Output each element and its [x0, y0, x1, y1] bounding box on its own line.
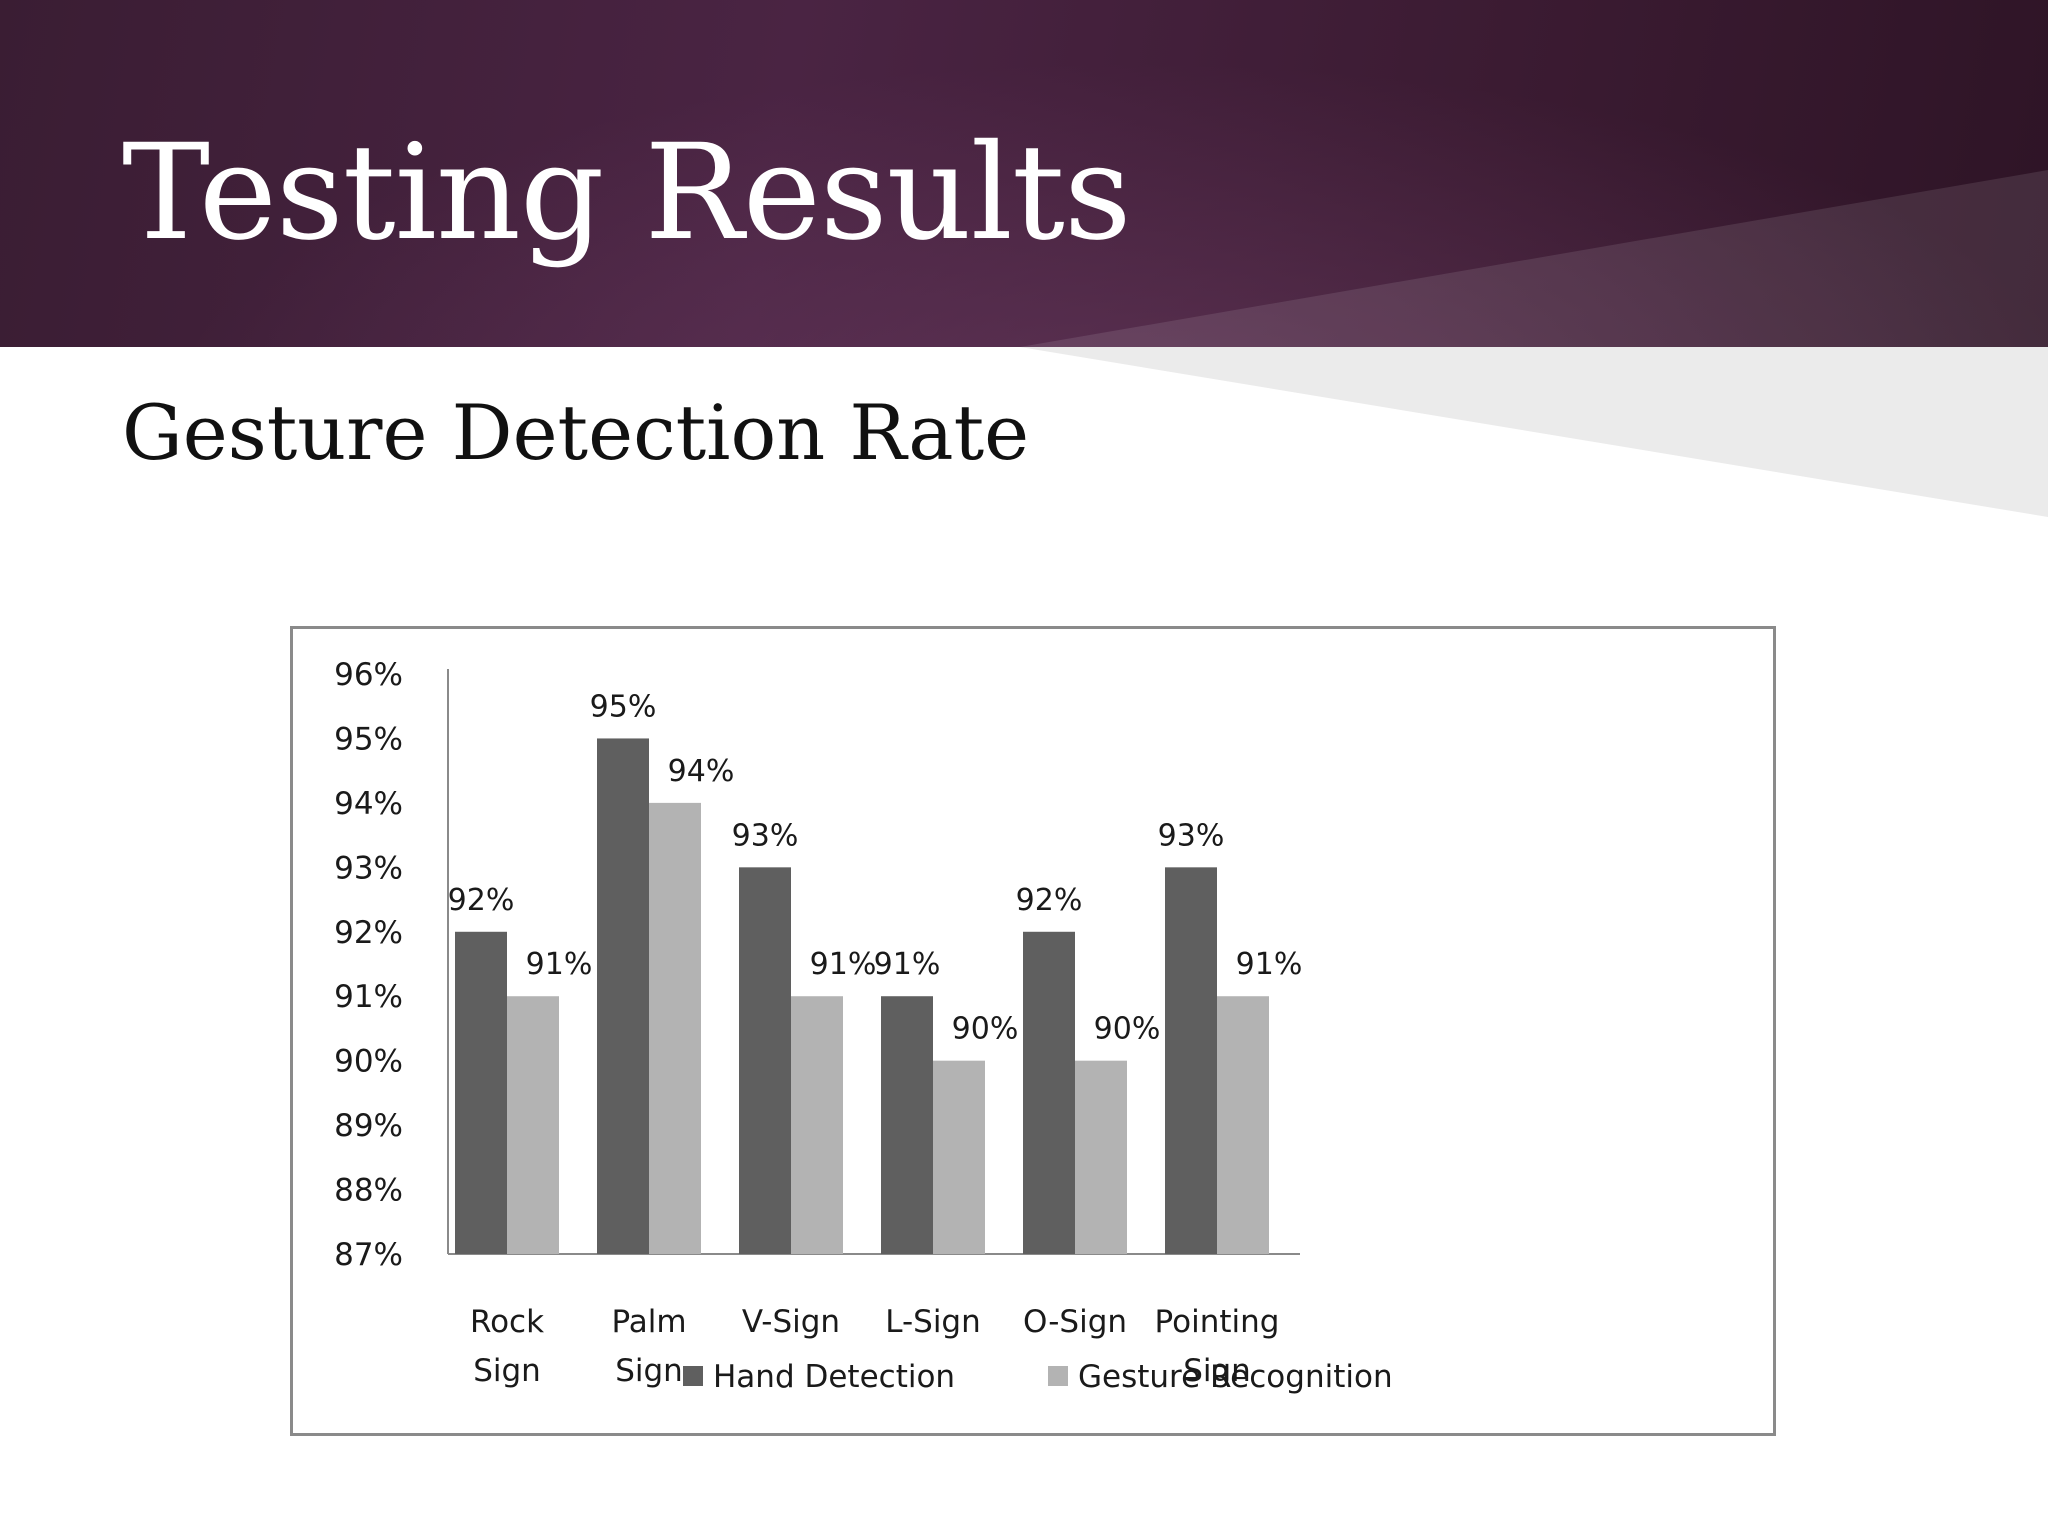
- y-tick-label: 87%: [334, 1237, 403, 1273]
- bar-gesture-recognition: [507, 996, 559, 1254]
- data-label: 95%: [590, 689, 657, 724]
- data-label: 92%: [1016, 883, 1083, 918]
- bar-chart: 87% 88% 89% 90% 91% 92% 93% 94% 95% 96% 92% 91% Rock…: [334, 657, 1393, 1395]
- bar-gesture-recognition: [1075, 1060, 1127, 1254]
- data-label: 92%: [448, 883, 515, 918]
- y-tick-label: 96%: [334, 657, 403, 693]
- x-tick-label: Rock: [470, 1304, 544, 1340]
- data-label: 91%: [874, 947, 941, 982]
- legend-swatch: [1048, 1366, 1068, 1386]
- slide-title: Testing Results: [122, 116, 1132, 270]
- x-tick-label: V-Sign: [742, 1304, 840, 1340]
- legend-label: Hand Detection: [713, 1359, 955, 1395]
- y-tick-label: 89%: [334, 1108, 403, 1144]
- x-tick-label: Sign: [473, 1353, 541, 1389]
- x-tick-label: Pointing: [1155, 1304, 1280, 1340]
- slide-subtitle: Gesture Detection Rate: [122, 388, 1030, 477]
- banner-sheen: [0, 0, 2048, 347]
- x-tick-label: O-Sign: [1023, 1304, 1127, 1340]
- y-tick-label: 92%: [334, 915, 403, 951]
- data-label: 93%: [1158, 818, 1225, 853]
- y-tick-label: 91%: [334, 979, 403, 1015]
- y-tick-label: 88%: [334, 1173, 403, 1209]
- data-label: 91%: [1236, 947, 1303, 982]
- bar-chart-frame: 87% 88% 89% 90% 91% 92% 93% 94% 95% 96% 92% 91% Rock…: [290, 626, 1776, 1436]
- bar-gesture-recognition: [791, 996, 843, 1254]
- bar-hand-detection: [1165, 867, 1217, 1254]
- x-tick-label: Sign: [1183, 1353, 1251, 1389]
- bar-gesture-recognition: [649, 802, 701, 1254]
- y-tick-label: 95%: [334, 721, 403, 757]
- data-label: 93%: [732, 818, 799, 853]
- bar-gesture-recognition: [1217, 996, 1269, 1254]
- data-label: 94%: [668, 754, 735, 789]
- y-tick-label: 94%: [334, 786, 403, 822]
- legend-label: Gesture Recognition: [1078, 1359, 1393, 1395]
- bar-hand-detection: [881, 996, 933, 1254]
- y-tick-label: 90%: [334, 1044, 403, 1080]
- x-tick-label: Sign: [615, 1353, 683, 1389]
- bar-gesture-recognition: [933, 1060, 985, 1254]
- x-tick-label: L-Sign: [885, 1304, 981, 1340]
- data-label: 91%: [526, 947, 593, 982]
- title-banner: Testing Results: [0, 0, 2048, 347]
- bar-hand-detection: [597, 738, 649, 1254]
- y-tick-label: 93%: [334, 850, 403, 886]
- x-tick-label: Palm: [611, 1304, 686, 1340]
- data-label: 90%: [1094, 1012, 1161, 1047]
- bar-hand-detection: [1023, 931, 1075, 1254]
- legend-swatch: [683, 1366, 703, 1386]
- bar-hand-detection: [739, 867, 791, 1254]
- data-label: 91%: [810, 947, 877, 982]
- data-label: 90%: [952, 1012, 1019, 1047]
- banner-light-wedge: [1020, 170, 2048, 347]
- grey-accent-wedge: [1020, 347, 2048, 517]
- bar-hand-detection: [455, 931, 507, 1254]
